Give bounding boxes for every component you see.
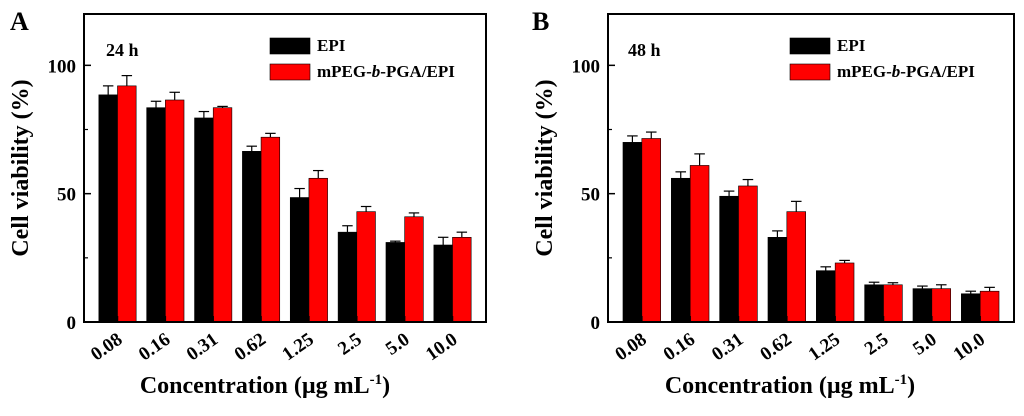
y-tick-label: 100 (48, 56, 77, 77)
bar (912, 288, 933, 323)
bar (641, 138, 661, 323)
bar (385, 242, 405, 323)
x-tick-label: 1.25 (279, 329, 318, 365)
bar (834, 262, 855, 323)
bar (117, 85, 137, 323)
y-tick-label: 50 (57, 185, 76, 206)
panel-time-label: 24 h (106, 40, 139, 60)
bar (337, 231, 358, 323)
x-tick-label: 0.31 (708, 329, 747, 365)
x-tick-label: 2.5 (334, 329, 365, 360)
bar (738, 185, 758, 323)
x-tick-label: 0.16 (660, 329, 699, 365)
x-tick-label: 0.62 (231, 329, 270, 365)
bar (242, 151, 262, 323)
legend-swatch (269, 63, 311, 81)
bar (260, 136, 281, 323)
chart-panel-a: 0 50 100 0.08 0.16 0.31 0.62 1.25 2.5 5.0 10.0 Cell… (8, 7, 487, 399)
panel-letter: B (532, 7, 549, 36)
bar (433, 244, 453, 323)
y-axis-title: Cell viability (%) (532, 79, 558, 256)
y-tick-label: 0 (67, 313, 77, 334)
bar (689, 165, 710, 323)
bar (404, 216, 424, 323)
x-tick-label: 10.0 (950, 329, 989, 365)
chart-panel-b: 0 50 100 0.08 0.16 0.31 0.62 1.25 2.5 5.0 10.0 Cell… (532, 7, 1015, 399)
legend-label: EPI (837, 36, 866, 55)
x-tick-label: 2.5 (861, 329, 892, 360)
legend-swatch (789, 37, 831, 55)
panel-letter: A (10, 7, 29, 36)
bar (356, 211, 376, 323)
bar (165, 99, 185, 323)
legend-swatch (269, 37, 311, 55)
y-tick-label: 0 (591, 313, 601, 334)
legend-label: mPEG-b-PGA/EPI (837, 62, 975, 81)
x-tick-label: 0.16 (135, 329, 174, 365)
bar (931, 288, 951, 323)
bar (452, 237, 472, 323)
legend-swatch (789, 63, 831, 81)
bar (767, 237, 788, 323)
x-tick-label: 1.25 (805, 329, 844, 365)
x-tick-label: 0.62 (756, 329, 795, 365)
y-tick-label: 100 (572, 56, 601, 77)
bar (786, 211, 806, 323)
x-tick-label: 0.08 (611, 329, 650, 365)
bar (289, 197, 310, 323)
bar (308, 177, 328, 323)
bar (961, 293, 981, 323)
bar (194, 117, 214, 323)
bar (816, 270, 836, 323)
bar (864, 284, 884, 323)
legend-label: mPEG-b-PGA/EPI (317, 62, 455, 81)
plot-frame (607, 13, 1015, 323)
legend-label: EPI (317, 36, 346, 55)
legend: EPI mPEG-b-PGA/EPI (789, 36, 975, 81)
x-axis-title: Concentration (µg mL-1) (665, 372, 915, 399)
y-axis-title: Cell viability (%) (8, 79, 34, 256)
bar (883, 284, 903, 323)
bar (212, 107, 233, 323)
x-tick-label: 5.0 (909, 329, 940, 360)
x-tick-label: 0.31 (183, 329, 222, 365)
x-tick-label: 0.08 (87, 329, 126, 365)
legend: EPI mPEG-b-PGA/EPI (269, 36, 455, 81)
x-tick-label: 5.0 (382, 329, 413, 360)
panel-time-label: 48 h (628, 40, 661, 60)
bar (979, 290, 1000, 323)
bar (719, 195, 739, 323)
x-tick-label: 10.0 (422, 329, 461, 365)
bar (146, 107, 166, 323)
plot-frame (83, 13, 487, 323)
x-axis-title: Concentration (µg mL-1) (140, 372, 390, 399)
bar (622, 142, 643, 323)
y-tick-label: 50 (581, 185, 600, 206)
bar (671, 177, 691, 323)
bar (98, 94, 118, 323)
